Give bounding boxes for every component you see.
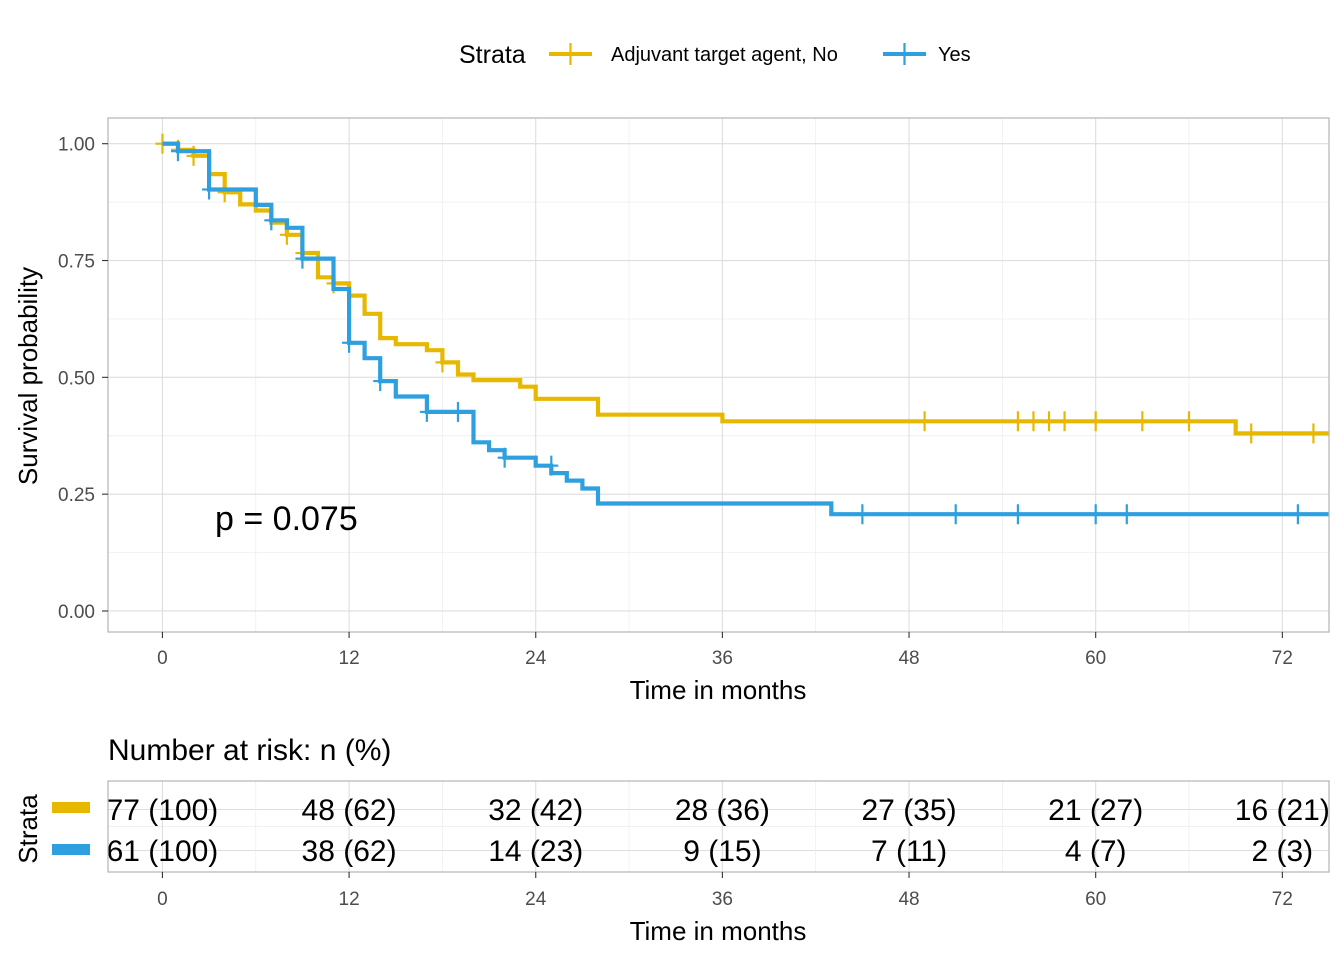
risk-table-cells: 77 (100) 48 (62) 32 (42) 28 (36) 27 (35) 21 (…: [107, 794, 1330, 868]
risk-cell: 14 (23): [488, 835, 583, 868]
survival-plot: 0.00 0.25 0.50 0.75 1.00 0 12 24 36 48 60 72 p = 0…: [13, 117, 1330, 705]
risk-x-tick-label: 72: [1272, 889, 1293, 910]
risk-cell: 21 (27): [1048, 794, 1143, 827]
x-tick-label: 0: [157, 648, 168, 669]
risk-table-border: [107, 780, 1330, 873]
legend: Strata Adjuvant target agent, No Yes: [459, 41, 971, 69]
legend-key-no: [549, 43, 592, 65]
y-tick-label: 0.50: [58, 368, 95, 389]
risk-cell: 7 (11): [871, 835, 947, 868]
risk-table-x-ticks: 0 12 24 36 48 60 72: [157, 872, 1293, 910]
risk-cell: 4 (7): [1065, 835, 1127, 868]
y-axis-ticks: 0.00 0.25 0.50 0.75 1.00: [58, 135, 108, 623]
y-tick-label: 1.00: [58, 135, 95, 156]
legend-key-yes: [883, 43, 926, 65]
x-tick-label: 72: [1272, 648, 1293, 669]
risk-table-gridlines: [108, 781, 1329, 872]
survival-curve-yes: [162, 141, 1329, 517]
risk-x-tick-label: 24: [525, 889, 547, 910]
survival-curves: [155, 133, 1329, 525]
risk-x-tick-label: 0: [157, 889, 168, 910]
x-tick-label: 12: [339, 648, 360, 669]
risk-cell: 27 (35): [862, 794, 957, 827]
x-tick-label: 36: [712, 648, 733, 669]
y-tick-label: 0.25: [58, 485, 95, 506]
y-axis-title: Survival probability: [13, 267, 43, 485]
legend-title: Strata: [459, 41, 526, 69]
plot-gridlines: [108, 118, 1329, 632]
risk-x-tick-label: 60: [1085, 889, 1106, 910]
p-value-annotation: p = 0.075: [215, 500, 358, 538]
risk-x-tick-label: 12: [339, 889, 360, 910]
risk-table-y-title: Strata: [13, 794, 43, 864]
risk-table-x-title: Time in months: [630, 916, 807, 946]
x-tick-label: 60: [1085, 648, 1106, 669]
y-tick-label: 0.00: [58, 602, 95, 623]
legend-label-no: Adjuvant target agent, No: [611, 44, 838, 66]
risk-cell: 32 (42): [488, 794, 583, 827]
risk-cell: 2 (3): [1251, 835, 1313, 868]
risk-cell: 28 (36): [675, 794, 770, 827]
legend-label-yes: Yes: [938, 44, 971, 66]
y-tick-label: 0.75: [58, 252, 95, 273]
risk-cell: 38 (62): [302, 835, 397, 868]
x-axis-ticks: 0 12 24 36 48 60 72: [157, 632, 1293, 669]
risk-table: Number at risk: n (%) 77 (100) 48 (62) 32 …: [13, 734, 1330, 946]
risk-x-tick-label: 36: [712, 889, 733, 910]
x-tick-label: 48: [898, 648, 919, 669]
risk-cell: 61 (100): [107, 835, 219, 868]
risk-cell: 9 (15): [683, 835, 761, 868]
risk-row-key-no: [52, 802, 90, 813]
risk-x-tick-label: 48: [898, 889, 919, 910]
x-axis-title: Time in months: [630, 675, 807, 705]
risk-cell: 16 (21): [1235, 794, 1330, 827]
risk-cell: 77 (100): [107, 794, 219, 827]
risk-row-key-yes: [52, 844, 90, 855]
plot-border: [107, 117, 1330, 633]
risk-table-title: Number at risk: n (%): [108, 734, 391, 767]
plot-panel: [108, 118, 1329, 632]
x-tick-label: 24: [525, 648, 547, 669]
risk-cell: 48 (62): [302, 794, 397, 827]
